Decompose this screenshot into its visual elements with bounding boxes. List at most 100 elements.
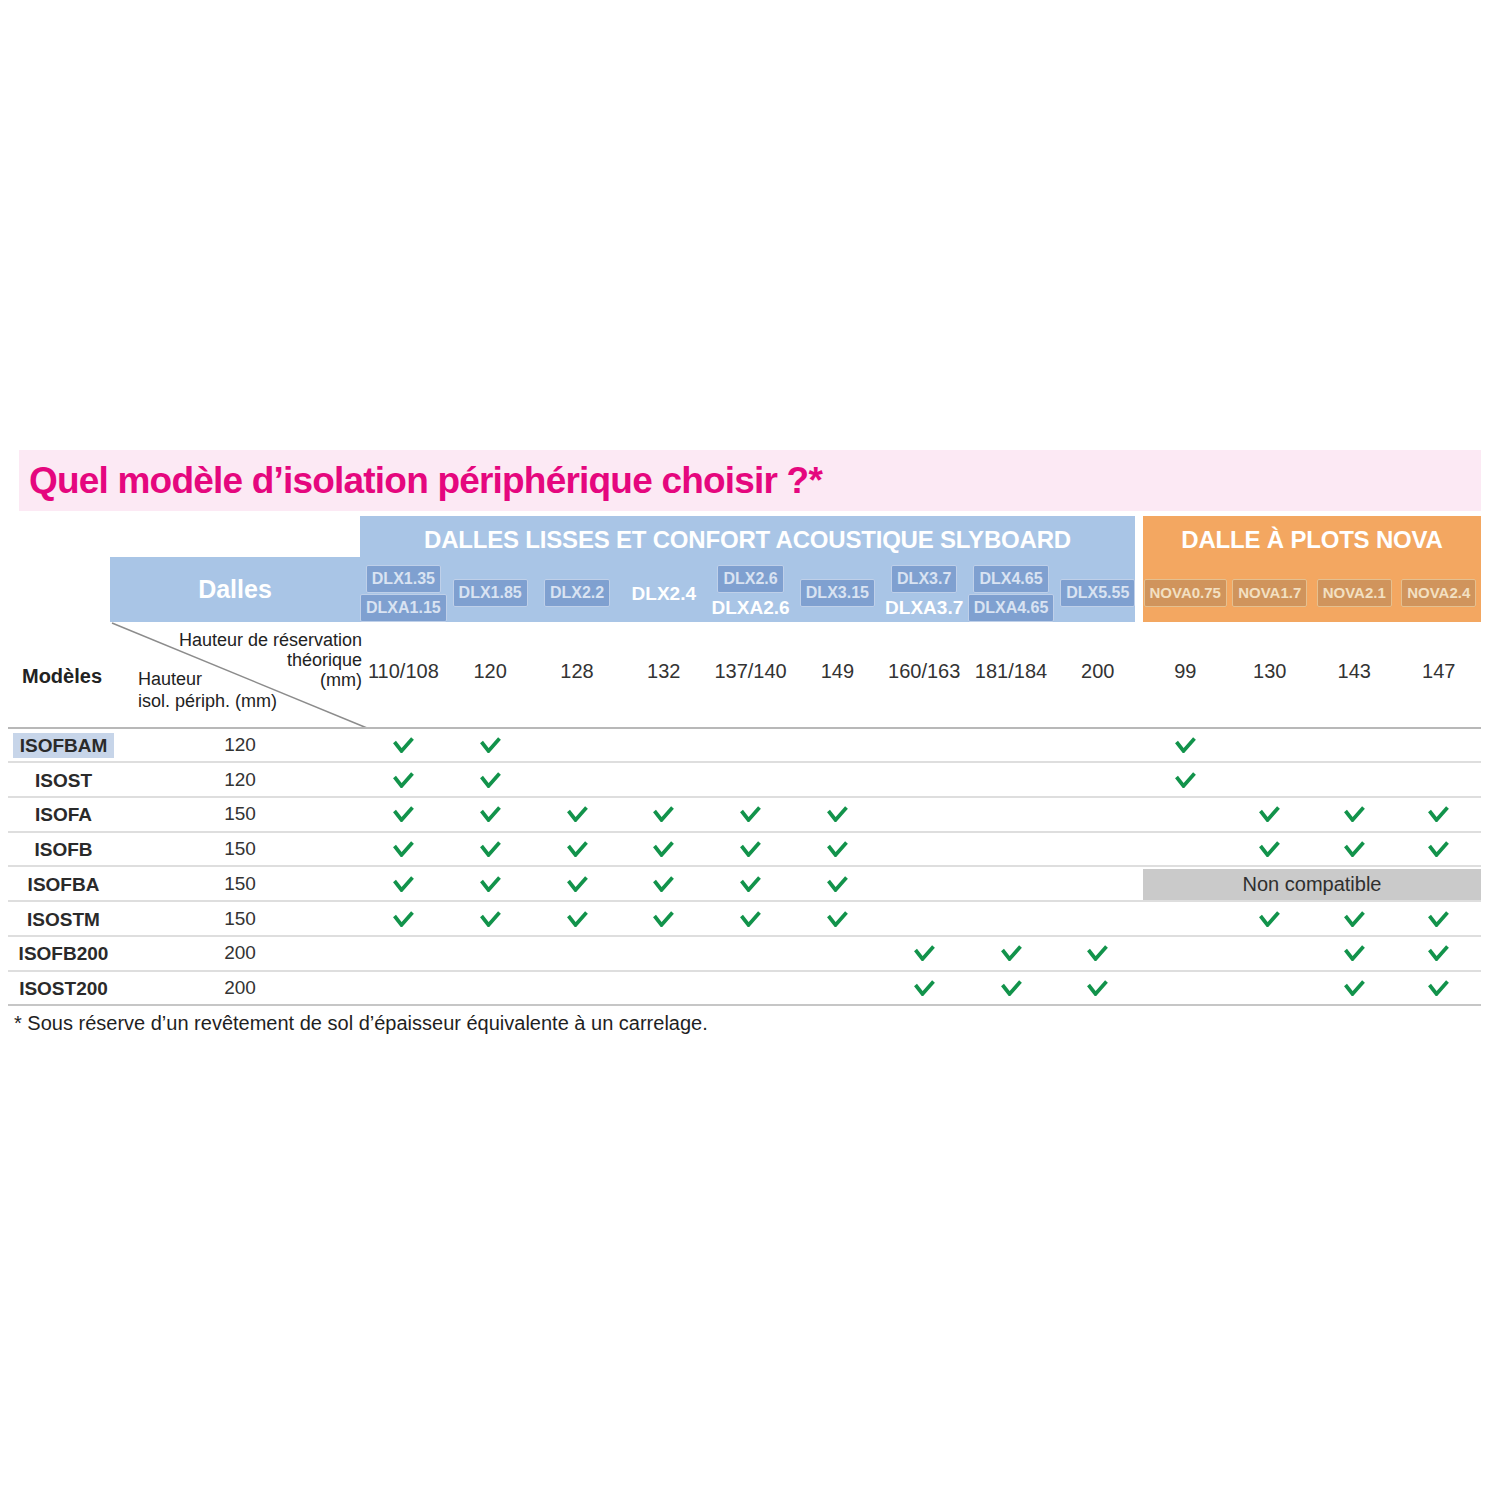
check-icon (1174, 772, 1197, 788)
model-label: ISOST200 (13, 976, 114, 1001)
non-compatible-band: Non compatible (1143, 869, 1481, 900)
height-value: 200 (185, 942, 295, 964)
check-icon (479, 806, 502, 822)
check-icon (652, 876, 675, 892)
column-chip: DLX2.4 (632, 580, 696, 607)
row-separator (8, 1004, 1481, 1006)
check-icon (479, 911, 502, 927)
check-icon (739, 841, 762, 857)
model-label: ISOFBAM (13, 733, 114, 758)
column-chip: DLX5.55 (1060, 579, 1135, 607)
table-row-isofb: ISOFB 150 (0, 832, 1500, 867)
column-chip: DLX2.2 (544, 579, 610, 607)
check-icon (913, 945, 936, 961)
check-icon (392, 911, 415, 927)
height-value: 150 (185, 803, 295, 825)
row-separator (8, 970, 1481, 972)
column-header-13: NOVA2.4 (1379, 561, 1499, 625)
col-axis-line3: (mm) (0, 670, 362, 690)
check-icon (1343, 841, 1366, 857)
table-row-isostm: ISOSTM 150 (0, 902, 1500, 937)
model-label: ISOFB200 (13, 941, 114, 966)
check-icon (913, 980, 936, 996)
footnote: * Sous réserve d’un revêtement de sol d’… (14, 1012, 708, 1035)
check-icon (392, 737, 415, 753)
check-icon (1000, 945, 1023, 961)
row-separator (8, 935, 1481, 937)
check-icon (566, 876, 589, 892)
check-icon (739, 806, 762, 822)
table-row-isost: ISOST 120 (0, 763, 1500, 798)
group-title-nova: DALLE À PLOTS NOVA (1143, 526, 1481, 554)
row-separator (8, 900, 1481, 902)
model-label: ISOFB (13, 837, 114, 862)
table-row-isofba: ISOFBA 150 Non compatible (0, 867, 1500, 902)
check-icon (1258, 911, 1281, 927)
row-separator (8, 761, 1481, 763)
check-icon (1427, 980, 1450, 996)
column-chip: DLX2.6 (717, 565, 783, 593)
page: Quel modèle d’isolation périphérique cho… (0, 0, 1500, 1500)
row-separator (8, 865, 1481, 867)
check-icon (392, 876, 415, 892)
check-icon (739, 876, 762, 892)
check-icon (1086, 945, 1109, 961)
model-label: ISOST (13, 768, 114, 793)
check-icon (1086, 980, 1109, 996)
check-icon (566, 841, 589, 857)
row-separator (8, 796, 1481, 798)
dalles-header: Dalles (110, 557, 360, 622)
check-icon (826, 841, 849, 857)
check-icon (566, 806, 589, 822)
check-icon (392, 806, 415, 822)
check-icon (479, 772, 502, 788)
check-icon (826, 911, 849, 927)
check-icon (392, 841, 415, 857)
group-title-slyboard: DALLES LISSES ET CONFORT ACOUSTIQUE SLYB… (360, 526, 1135, 554)
row-separator (8, 831, 1481, 833)
check-icon (479, 737, 502, 753)
check-icon (652, 911, 675, 927)
row-separator (8, 727, 1481, 729)
check-icon (1343, 806, 1366, 822)
col-axis-line2: théorique (0, 650, 362, 670)
height-value: 150 (185, 838, 295, 860)
col-axis-label: Hauteur de réservation théorique (mm) (0, 630, 362, 690)
check-icon (1343, 945, 1366, 961)
row-axis-line2: isol. périph. (mm) (138, 690, 277, 712)
check-icon (1427, 911, 1450, 927)
height-value: 120 (185, 734, 295, 756)
check-icon (1258, 806, 1281, 822)
col-axis-line1: Hauteur de réservation (0, 630, 362, 650)
table-row-isofbam: ISOFBAM 120 (0, 728, 1500, 763)
check-icon (1427, 806, 1450, 822)
check-icon (1000, 980, 1023, 996)
check-icon (1427, 945, 1450, 961)
height-value: 120 (185, 769, 295, 791)
model-label: ISOFA (13, 802, 114, 827)
height-value: 150 (185, 873, 295, 895)
table-row-isofa: ISOFA 150 (0, 797, 1500, 832)
check-icon (1427, 841, 1450, 857)
column-chip: NOVA2.4 (1401, 579, 1476, 607)
check-icon (1343, 980, 1366, 996)
height-value: 200 (185, 977, 295, 999)
dalles-label: Dalles (198, 575, 272, 604)
check-icon (392, 772, 415, 788)
title-band: Quel modèle d’isolation périphérique cho… (19, 450, 1481, 511)
check-icon (652, 841, 675, 857)
check-icon (1258, 841, 1281, 857)
height-value: 150 (185, 908, 295, 930)
check-icon (479, 841, 502, 857)
column-chip: DLX3.7 (891, 565, 957, 593)
model-label: ISOFBA (13, 872, 114, 897)
model-label: ISOSTM (13, 907, 114, 932)
check-icon (826, 876, 849, 892)
check-icon (652, 806, 675, 822)
check-icon (1174, 737, 1197, 753)
table-row-isost200: ISOST200 200 (0, 971, 1500, 1006)
check-icon (479, 876, 502, 892)
table-row-isofb200: ISOFB200 200 (0, 936, 1500, 971)
check-icon (826, 806, 849, 822)
check-icon (1343, 911, 1366, 927)
